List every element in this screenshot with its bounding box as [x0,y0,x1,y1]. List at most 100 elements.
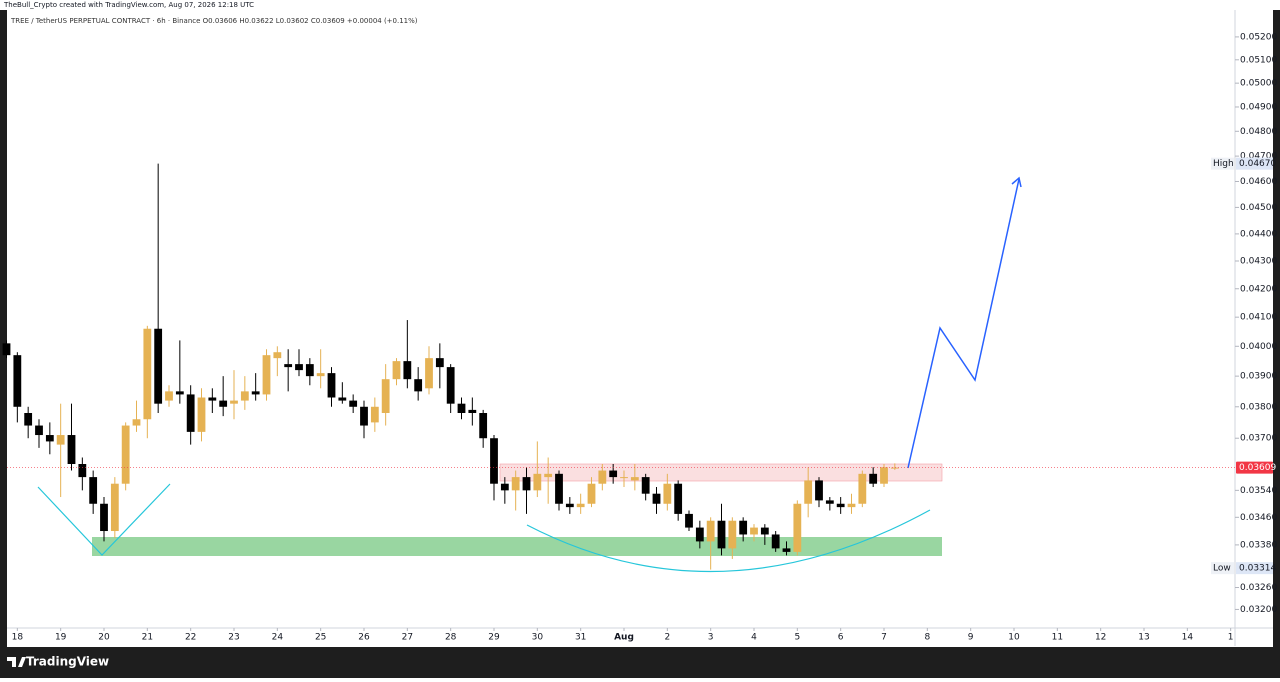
candle-body [219,400,228,407]
candle-body [295,364,303,371]
y-tick-label: 0.03540 [1240,486,1277,496]
candle-body [468,409,477,414]
y-tick-label: 0.04900 [1240,102,1277,112]
candle-body [414,379,423,392]
x-tick-label: 5 [794,633,800,643]
x-tick-label: 31 [575,633,586,643]
x-tick-label: 4 [751,633,757,643]
candle-body [609,470,618,478]
y-tick-label: 0.03380 [1240,540,1277,550]
left-frame [0,10,7,650]
candle-body [490,438,498,484]
rounded-bottom-drawing [526,509,931,573]
candle-body [641,477,650,494]
candle-body [457,403,466,414]
x-tick-label: 11 [1052,633,1063,643]
candle-body [425,358,433,389]
candle-body [154,328,163,404]
x-tick-label: 14 [1182,633,1194,643]
y-tick-label: 0.05200 [1240,32,1277,42]
y-tick-label: 0.03800 [1240,402,1277,412]
x-tick-label: 21 [142,633,153,643]
candle-body [121,425,130,484]
x-tick-label: 6 [838,633,844,643]
x-tick-label: 22 [185,633,196,643]
y-tick-label: 0.04400 [1240,229,1277,239]
x-tick-label: 26 [358,633,370,643]
candle-body [78,464,87,478]
price-tag-label: 0.03314 [1239,564,1276,574]
candle-body [89,477,98,504]
candle-body [284,364,293,368]
candle-body [804,480,813,504]
x-tick-label: 18 [12,633,24,643]
footer-text: TradingView [26,655,109,669]
y-tick-label: 0.03900 [1240,372,1277,382]
candle-body [565,503,574,508]
candle-body [847,503,856,508]
x-tick-label: 29 [488,633,500,643]
candle-body [544,473,553,478]
candle-body [67,435,76,465]
candle-body [576,503,585,508]
y-tick-label: 0.03700 [1240,434,1277,444]
x-tick-label: 19 [55,633,67,643]
last-price-box [1236,461,1273,474]
candle-body [240,391,249,401]
y-tick-label: 0.04100 [1240,313,1277,323]
candle-body [717,520,726,549]
candle-body [500,483,509,491]
x-tick-label: 28 [445,633,457,643]
y-tick-label: 0.04000 [1240,342,1277,352]
right-frame [1273,10,1280,650]
candle-body [511,477,520,491]
candle-body [522,477,531,491]
candle-body [771,534,780,549]
y-tick-label: 0.04800 [1240,127,1277,137]
candle-body [175,391,184,395]
projection-arrowhead [1011,176,1022,188]
candle-body [435,358,444,368]
candle-body [251,391,260,395]
candle-body [35,425,43,436]
y-tick-label: 0.05000 [1240,79,1277,89]
candle-body [869,473,878,484]
candle-body [630,477,639,481]
candle-body [880,467,888,484]
chart-subtitle: TREE / TetherUS PERPETUAL CONTRACT · 6h … [10,17,418,25]
support-zone [92,537,942,556]
chart-title: TheBull_Crypto created with TradingView.… [3,1,254,9]
candle-body [316,373,325,377]
y-tick-label: 0.03460 [1240,513,1277,523]
y-tick-label: 0.03200 [1240,605,1277,615]
candle-body [24,413,33,426]
x-tick-label: 1 [1228,633,1234,643]
candle-body [45,435,54,442]
x-tick-label: 13 [1138,633,1149,643]
candle-body [620,477,628,479]
y-tick-label: 0.05100 [1240,55,1277,65]
candle-body [197,397,206,432]
candle-body [858,473,867,504]
candle-body [392,361,401,380]
candle-body [143,328,152,420]
x-tick-label: 9 [968,633,974,643]
candle-body [674,483,683,514]
marks: 0.05200 0.05100 0.05000 0.04900 0.04800 0.047… [2,32,1277,643]
candle-body [327,373,336,398]
candle-body [652,493,661,504]
candle-body [706,520,715,542]
candle-body [110,483,119,532]
candle-body [56,435,65,445]
candle-body [760,527,769,535]
y-tick-label: 0.04500 [1240,203,1277,213]
price-tag-name-box [1211,562,1234,575]
candle-body [273,352,282,359]
x-tick-label: Aug [614,633,634,643]
candle-body [2,343,11,356]
candle-body [793,503,802,552]
price-tag-name: High [1213,159,1234,169]
y-tick-label: 0.04200 [1240,284,1277,294]
